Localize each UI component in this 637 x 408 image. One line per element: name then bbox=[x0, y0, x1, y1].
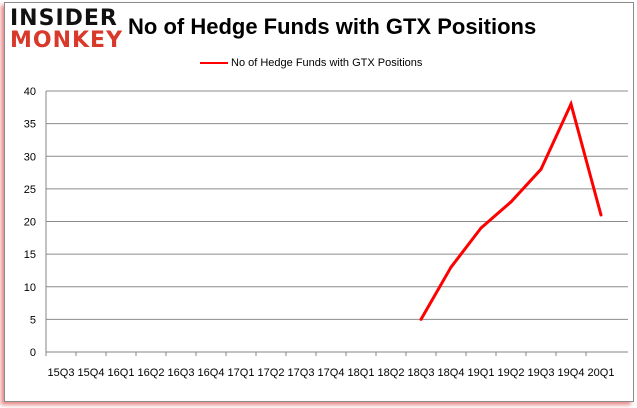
insider-monkey-logo: INSIDER MONKEY bbox=[10, 8, 123, 52]
x-tick-label: 19Q1 bbox=[468, 367, 495, 379]
x-tick-label: 16Q1 bbox=[108, 367, 135, 379]
x-tick-label: 17Q4 bbox=[318, 367, 345, 379]
logo-line1: INSIDER bbox=[10, 6, 118, 31]
data-point bbox=[539, 167, 543, 171]
x-tick-label: 17Q3 bbox=[288, 367, 315, 379]
x-tick-label: 15Q3 bbox=[48, 367, 75, 379]
data-point bbox=[449, 265, 453, 269]
x-tick-label: 18Q2 bbox=[378, 367, 405, 379]
y-tick-label: 0 bbox=[30, 347, 36, 359]
data-point bbox=[419, 317, 423, 321]
y-tick-label: 35 bbox=[24, 119, 36, 131]
y-tick-label: 10 bbox=[24, 282, 36, 294]
y-tick-label: 20 bbox=[24, 217, 36, 229]
y-tick-label: 25 bbox=[24, 184, 36, 196]
data-point bbox=[569, 102, 573, 106]
x-tick-label: 15Q4 bbox=[78, 367, 105, 379]
x-tick-label: 18Q3 bbox=[408, 367, 435, 379]
x-tick-label: 19Q4 bbox=[558, 367, 585, 379]
chart-title: No of Hedge Funds with GTX Positions bbox=[128, 14, 537, 39]
x-tick-label: 20Q1 bbox=[588, 367, 615, 379]
x-tick-label: 16Q4 bbox=[198, 367, 225, 379]
y-tick-label: 30 bbox=[24, 151, 36, 163]
y-tick-label: 15 bbox=[24, 249, 36, 261]
x-tick-label: 18Q4 bbox=[438, 367, 465, 379]
x-tick-label: 16Q3 bbox=[168, 367, 195, 379]
chart-frame bbox=[4, 2, 634, 402]
x-tick-label: 17Q1 bbox=[228, 367, 255, 379]
x-tick-label: 18Q1 bbox=[348, 367, 375, 379]
y-tick-label: 40 bbox=[24, 86, 36, 98]
logo-line2: MONKEY bbox=[10, 28, 124, 53]
data-point bbox=[509, 200, 513, 204]
legend-label: No of Hedge Funds with GTX Positions bbox=[231, 57, 423, 69]
data-point bbox=[479, 226, 483, 230]
x-tick-label: 19Q2 bbox=[498, 367, 525, 379]
data-point bbox=[599, 213, 603, 217]
legend: No of Hedge Funds with GTX Positions bbox=[200, 57, 422, 69]
x-tick-label: 19Q3 bbox=[528, 367, 555, 379]
y-tick-label: 5 bbox=[30, 314, 36, 326]
legend-swatch bbox=[200, 62, 228, 64]
x-tick-label: 17Q2 bbox=[258, 367, 285, 379]
x-tick-label: 16Q2 bbox=[138, 367, 165, 379]
